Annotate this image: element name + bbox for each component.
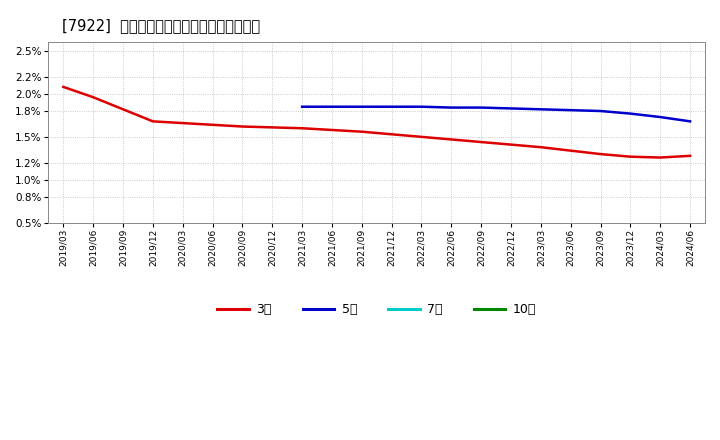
3年 — [417, 134, 426, 139]
5年 — [507, 106, 516, 111]
5年 — [685, 119, 694, 124]
5年 — [328, 104, 336, 110]
3年 — [298, 125, 307, 131]
3年 — [447, 137, 456, 142]
5年 — [417, 104, 426, 110]
3年 — [626, 154, 635, 159]
3年 — [89, 95, 97, 100]
Line: 3年: 3年 — [63, 87, 690, 158]
5年 — [447, 105, 456, 110]
3年 — [358, 129, 366, 134]
Legend: 3年, 5年, 7年, 10年: 3年, 5年, 7年, 10年 — [212, 298, 541, 321]
3年 — [596, 151, 605, 157]
5年 — [536, 106, 545, 112]
5年 — [567, 107, 575, 113]
5年 — [387, 104, 396, 110]
3年 — [179, 121, 187, 126]
3年 — [507, 142, 516, 147]
3年 — [119, 106, 127, 112]
3年 — [656, 155, 665, 160]
3年 — [268, 125, 276, 130]
Line: 5年: 5年 — [302, 107, 690, 121]
5年 — [358, 104, 366, 110]
3年 — [536, 145, 545, 150]
3年 — [148, 119, 157, 124]
Text: [7922]  経常利益マージンの標準偏差の推移: [7922] 経常利益マージンの標準偏差の推移 — [62, 18, 260, 33]
3年 — [328, 127, 336, 132]
3年 — [685, 153, 694, 158]
5年 — [596, 108, 605, 114]
3年 — [387, 132, 396, 137]
5年 — [477, 105, 485, 110]
3年 — [208, 122, 217, 128]
3年 — [238, 124, 247, 129]
5年 — [656, 114, 665, 120]
3年 — [567, 148, 575, 153]
5年 — [626, 111, 635, 116]
5年 — [298, 104, 307, 110]
3年 — [477, 139, 485, 145]
3年 — [59, 84, 68, 90]
